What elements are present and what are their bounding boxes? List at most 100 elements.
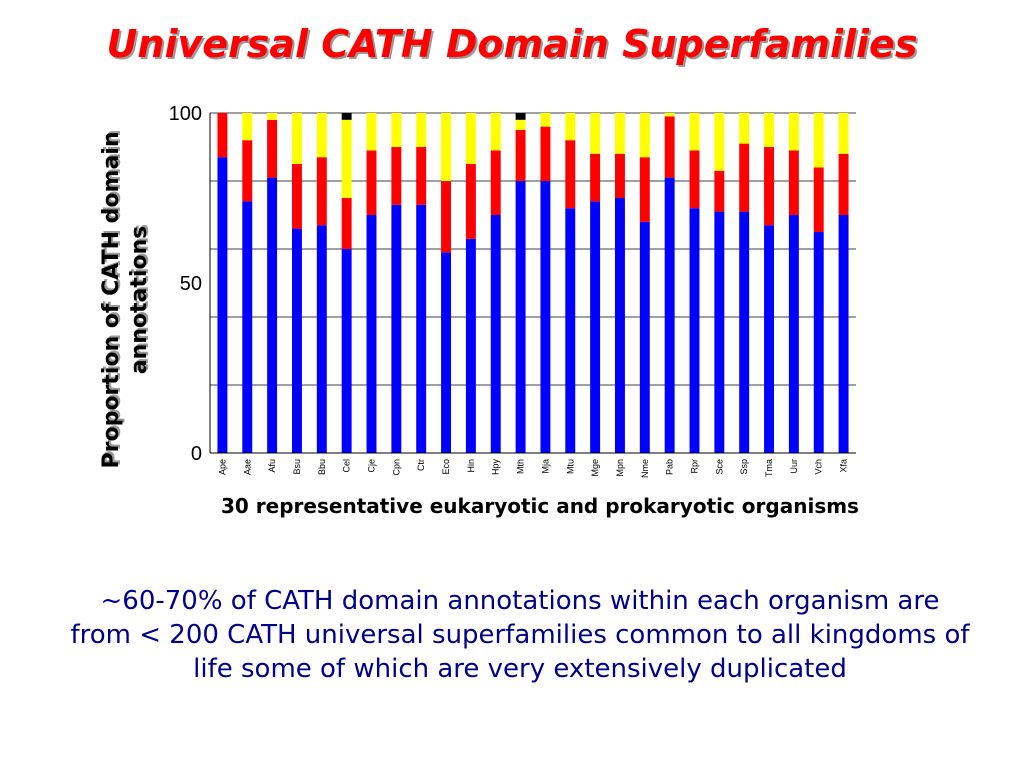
bar-segment: [490, 113, 501, 151]
x-tick-label: Hin: [466, 459, 476, 473]
x-tick-label: Ape: [217, 459, 227, 475]
bar-segment: [540, 126, 551, 181]
bar-segment: [689, 208, 700, 453]
bar-segment: [714, 170, 725, 212]
bar-segment: [590, 153, 601, 202]
x-tick-label: Rpr: [690, 459, 700, 474]
x-tick-label: Mja: [540, 459, 550, 474]
x-tick-label: Sce: [714, 459, 724, 475]
bar-segment: [639, 221, 650, 453]
bar-segment: [441, 181, 452, 253]
bar-segment: [242, 113, 253, 141]
bar-segment: [391, 204, 402, 453]
bar-segment: [316, 157, 327, 226]
bar-segment: [465, 238, 476, 453]
x-tick-label: Bbu: [317, 459, 327, 475]
bar-segment: [639, 157, 650, 222]
bar-segment: [565, 208, 576, 453]
bar-segment: [590, 113, 601, 154]
bar-segment: [515, 130, 526, 181]
bar-segment: [366, 113, 377, 151]
x-tick-label: Mth: [516, 459, 526, 474]
x-tick-label: Cpn: [391, 459, 401, 476]
bar-segment: [639, 113, 650, 158]
bar-segment: [341, 119, 352, 198]
x-tick-label: Mpn: [615, 459, 625, 477]
bar-segment: [217, 157, 228, 453]
bar-segment: [590, 201, 601, 453]
x-tick-label: Ctr: [416, 459, 426, 471]
plot-area-background: [210, 113, 856, 453]
summary-text: ~60-70% of CATH domain annotations withi…: [70, 586, 970, 684]
bar-segment: [366, 215, 377, 453]
bar-segment: [441, 252, 452, 453]
bar-segment: [391, 147, 402, 205]
x-tick-label: Mtu: [565, 459, 575, 474]
x-axis-title: 30 representative eukaryotic and prokary…: [221, 494, 859, 518]
bar-segment: [565, 113, 576, 141]
bar-segment: [764, 225, 775, 453]
bar-segment: [515, 113, 526, 120]
bar-segment: [664, 177, 675, 453]
x-tick-label: Eco: [441, 459, 451, 475]
x-tick-label: Xfa: [839, 459, 849, 473]
x-tick-label: Bsu: [292, 459, 302, 475]
bar-segment: [490, 150, 501, 215]
x-tick-label: Hpy: [491, 459, 501, 476]
bar-segment: [714, 211, 725, 453]
x-tick-label: Afu: [267, 459, 277, 473]
x-tick-label: Tma: [764, 459, 774, 477]
bar-segment: [391, 113, 402, 147]
bar-segment: [788, 150, 799, 215]
bar-segment: [764, 147, 775, 226]
bar-segment: [565, 140, 576, 209]
bar-segment: [838, 113, 849, 154]
bar-segment: [490, 215, 501, 453]
y-tick-label: 0: [191, 443, 202, 465]
bar-segment: [664, 116, 675, 178]
x-tick-label: Cel: [342, 459, 352, 473]
bar-segment: [838, 153, 849, 215]
bar-segment: [291, 164, 302, 229]
bar-segment: [614, 198, 625, 453]
bar-segment: [242, 201, 253, 453]
bar-segment: [515, 181, 526, 453]
bar-segment: [714, 113, 725, 171]
bar-segment: [465, 164, 476, 239]
bar-segment: [739, 143, 750, 212]
bar-segment: [316, 225, 327, 453]
bar-segment: [465, 113, 476, 164]
bar-segment: [788, 113, 799, 151]
bar-segment: [341, 198, 352, 249]
x-tick-label: Cje: [367, 459, 377, 473]
y-tick-label: 100: [169, 103, 202, 125]
bar-segment: [739, 211, 750, 453]
bar-segment: [341, 249, 352, 453]
x-tick-label: Pab: [665, 459, 675, 475]
bar-segment: [540, 113, 551, 127]
bar-segment: [614, 113, 625, 154]
bar-segment: [366, 150, 377, 215]
bar-segment: [813, 232, 824, 453]
bar-segment: [242, 140, 253, 202]
bar-segment: [291, 228, 302, 453]
bar-segment: [267, 177, 278, 453]
stacked-bar-chart: 0 50 100 Ape Aae Afu Bsu Bbu Cel Cje Cpn Ctr Eco Hin…: [169, 103, 856, 479]
bar-segment: [813, 167, 824, 232]
x-tick-label: Nme: [640, 459, 650, 478]
x-tick-label: Vch: [814, 459, 824, 475]
bars: [217, 113, 849, 453]
x-tick-label: Uur: [789, 459, 799, 474]
bar-segment: [813, 113, 824, 168]
bar-segment: [689, 150, 700, 209]
bar-segment: [614, 153, 625, 198]
x-tick-labels: Ape Aae Afu Bsu Bbu Cel Cje Cpn Ctr Eco Hin Hpy Mth M…: [217, 459, 848, 479]
bar-segment: [416, 113, 427, 147]
x-tick-label: Ssp: [739, 459, 749, 475]
bar-segment: [217, 113, 228, 158]
bar-segment: [739, 113, 750, 144]
axes: [209, 113, 856, 454]
bar-segment: [341, 113, 352, 120]
bar-segment: [689, 113, 700, 151]
bar-segment: [664, 113, 675, 117]
